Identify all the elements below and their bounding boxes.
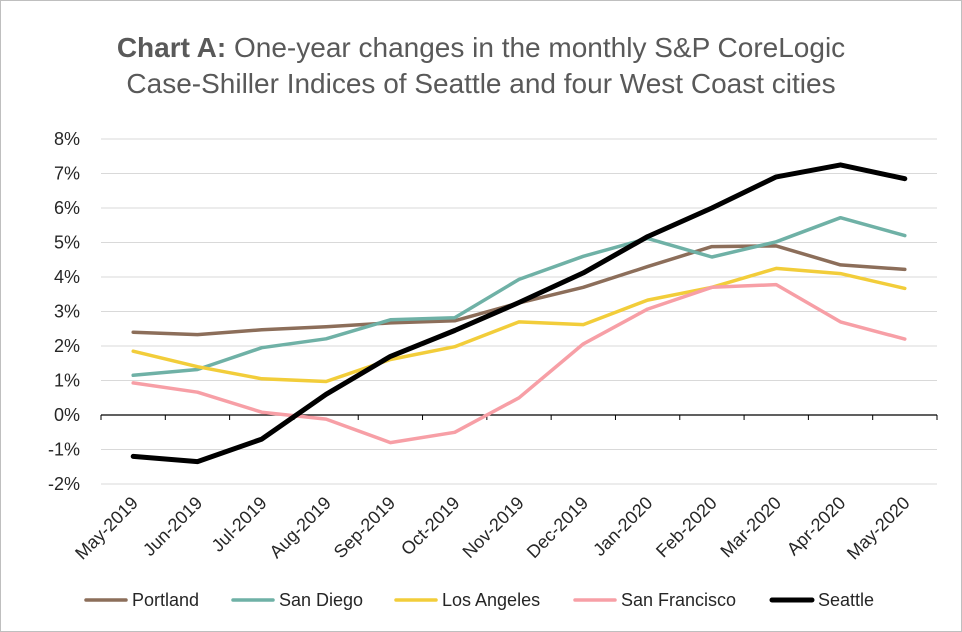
x-tick-label: Mar-2020 xyxy=(716,493,785,562)
series-line-los-angeles xyxy=(131,266,907,384)
chart-title-label: Chart A: xyxy=(116,32,227,63)
x-tick-label: Apr-2020 xyxy=(783,493,850,560)
series-line-san-francisco xyxy=(131,282,907,445)
y-axis: 8% 7% 6% 5% 4% 3% 2% 1% 0% -1% -2% xyxy=(48,129,80,494)
y-tick-label: 1% xyxy=(54,371,80,391)
y-tick-label: 5% xyxy=(54,233,80,253)
y-tick-label: -2% xyxy=(48,474,80,494)
x-tick-label: May-2019 xyxy=(71,493,142,564)
chart-title-line-1: Chart A: One-year changes in the monthly… xyxy=(0,30,962,66)
x-tick-label: Feb-2020 xyxy=(652,493,721,562)
chart-title-line-2: Case-Shiller Indices of Seattle and four… xyxy=(126,68,836,99)
legend-label-seattle: Seattle xyxy=(818,590,874,610)
x-tick-label: Aug-2019 xyxy=(266,493,335,562)
y-tick-label: 0% xyxy=(54,405,80,425)
y-tick-label: 3% xyxy=(54,302,80,322)
x-tick-label: May-2020 xyxy=(843,493,914,564)
series-lines xyxy=(130,162,908,465)
x-tick-label: Jan-2020 xyxy=(589,493,656,560)
legend-label-portland: Portland xyxy=(132,590,199,610)
x-tick-label: Jun-2019 xyxy=(139,493,206,560)
y-tick-label: 7% xyxy=(54,164,80,184)
y-tick-label: 8% xyxy=(54,129,80,149)
x-tick-label: Sep-2019 xyxy=(330,493,399,562)
series-line-san-diego xyxy=(131,215,907,378)
legend-label-los-angeles: Los Angeles xyxy=(442,590,540,610)
legend-label-san-diego: San Diego xyxy=(279,590,363,610)
chart-title: Chart A: One-year changes in the monthly… xyxy=(0,30,962,102)
x-tick-label: Oct-2019 xyxy=(397,493,464,560)
x-tick-label: Nov-2019 xyxy=(458,493,527,562)
series-line-seattle xyxy=(130,162,908,465)
y-tick-label: -1% xyxy=(48,440,80,460)
legend: Portland San Diego Los Angeles San Francisc… xyxy=(84,590,874,610)
x-tick-label: Jul-2019 xyxy=(208,493,271,556)
y-tick-label: 6% xyxy=(54,198,80,218)
y-tick-label: 2% xyxy=(54,336,80,356)
gridlines xyxy=(101,138,937,485)
legend-label-san-francisco: San Francisco xyxy=(621,590,736,610)
y-tick-label: 4% xyxy=(54,267,80,287)
x-tick-label: Dec-2019 xyxy=(523,493,592,562)
chart-title-text-1: One-year changes in the monthly S&P Core… xyxy=(234,32,846,63)
